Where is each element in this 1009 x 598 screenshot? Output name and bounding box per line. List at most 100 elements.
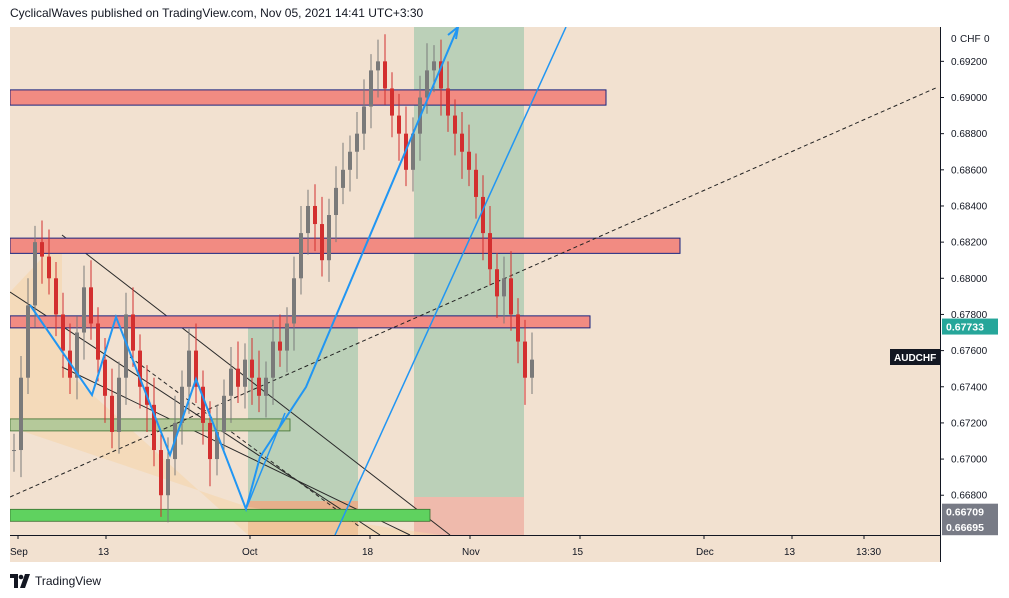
candle: [264, 361, 268, 418]
candle: [96, 307, 100, 382]
price-label-text: 0.66695: [946, 522, 984, 534]
candle-body: [208, 422, 212, 460]
candle-body: [369, 70, 373, 107]
candle: [271, 319, 275, 405]
time-tick-label: Dec: [696, 547, 714, 558]
candle: [131, 287, 135, 367]
price-axis-top-label: 0: [951, 34, 957, 45]
time-tick-label: 13: [784, 547, 796, 558]
candle-body: [341, 169, 345, 188]
candle: [530, 332, 534, 394]
candle: [250, 337, 254, 405]
price-axis-background: [940, 27, 1000, 562]
candle-body: [460, 133, 464, 152]
candle: [82, 265, 86, 360]
candle-body: [201, 386, 205, 423]
candle-body: [467, 151, 471, 170]
candle-body: [327, 215, 331, 261]
candle: [397, 93, 401, 161]
candle: [488, 205, 492, 286]
candle: [47, 229, 51, 295]
candle: [40, 220, 44, 284]
candle: [474, 153, 478, 219]
candle-body: [96, 323, 100, 360]
candle-body: [264, 377, 268, 396]
candle-body: [530, 359, 534, 378]
symbol-label-box: [890, 349, 940, 365]
price-tick-label: 0.68600: [951, 165, 988, 176]
candle-body: [474, 169, 478, 197]
candle-body: [383, 61, 387, 89]
candle-body: [159, 450, 163, 496]
candle: [516, 298, 520, 364]
candle: [467, 124, 471, 187]
candle-body: [250, 359, 254, 378]
price-tick-label: 0.68200: [951, 238, 988, 249]
candle-body: [26, 305, 30, 378]
price-label-text: 0.66709: [946, 507, 984, 519]
candle: [138, 334, 142, 409]
candle-body: [103, 359, 107, 396]
candle-body: [33, 242, 37, 306]
candle-body: [411, 133, 415, 170]
candle-body: [453, 115, 457, 134]
candle-body: [117, 377, 121, 432]
candle-body: [131, 314, 135, 351]
candle-body: [229, 368, 233, 396]
price-tick-label: 0.67600: [951, 346, 988, 357]
candle: [12, 433, 16, 472]
support-zone: [9, 418, 291, 432]
candle: [201, 370, 205, 445]
time-axis-background: [10, 535, 940, 562]
time-tick-label: Sep: [10, 547, 28, 558]
candle: [390, 72, 394, 138]
candle-body: [495, 269, 499, 297]
candle: [117, 361, 121, 454]
candle-body: [439, 61, 443, 89]
candle-body: [425, 70, 429, 98]
candle-body: [362, 106, 366, 134]
candle-body: [215, 431, 219, 460]
candle-body: [40, 242, 44, 257]
price-tick-label: 0.67800: [951, 310, 988, 321]
candle: [523, 319, 527, 405]
support-zone: [9, 508, 431, 522]
candle-body: [292, 278, 296, 324]
candle-body: [523, 341, 527, 378]
candle-body: [320, 224, 324, 261]
candle-body: [152, 404, 156, 451]
candle-body: [334, 187, 338, 216]
candle-body: [390, 88, 394, 116]
candle-body: [89, 287, 93, 324]
candle: [369, 54, 373, 129]
candle-body: [257, 377, 261, 396]
candle-body: [278, 341, 282, 351]
candle-body: [355, 133, 359, 152]
price-label-box: [942, 503, 998, 520]
time-tick-label: 18: [362, 547, 374, 558]
tradingview-logo-icon: [10, 574, 30, 588]
candle: [439, 39, 443, 116]
chart-area[interactable]: 0.69200 0.69000 0.68800 0.68600 0.68400 0.682…: [9, 24, 1000, 562]
candle: [313, 184, 317, 252]
price-tick-label: 0.68400: [951, 201, 988, 212]
candle: [299, 205, 303, 295]
candle: [215, 404, 219, 476]
symbol-label-text: AUDCHF: [894, 353, 936, 364]
candle: [446, 61, 450, 132]
dashed-trendline: [9, 86, 939, 498]
time-tick-label: 13: [98, 547, 110, 558]
resistance-zone: [9, 315, 591, 329]
candle: [180, 370, 184, 445]
candle-body: [54, 278, 58, 315]
candle: [495, 252, 499, 319]
candle-body: [124, 314, 128, 378]
candle-body: [75, 332, 79, 378]
candle: [159, 433, 163, 517]
channel-midline: [129, 356, 361, 528]
candle: [292, 256, 296, 351]
price-chart[interactable]: 0.69200 0.69000 0.68800 0.68600 0.68400 0.682…: [9, 24, 1000, 562]
candle-body: [348, 151, 352, 170]
candle-body: [299, 233, 303, 279]
candle: [152, 377, 156, 467]
